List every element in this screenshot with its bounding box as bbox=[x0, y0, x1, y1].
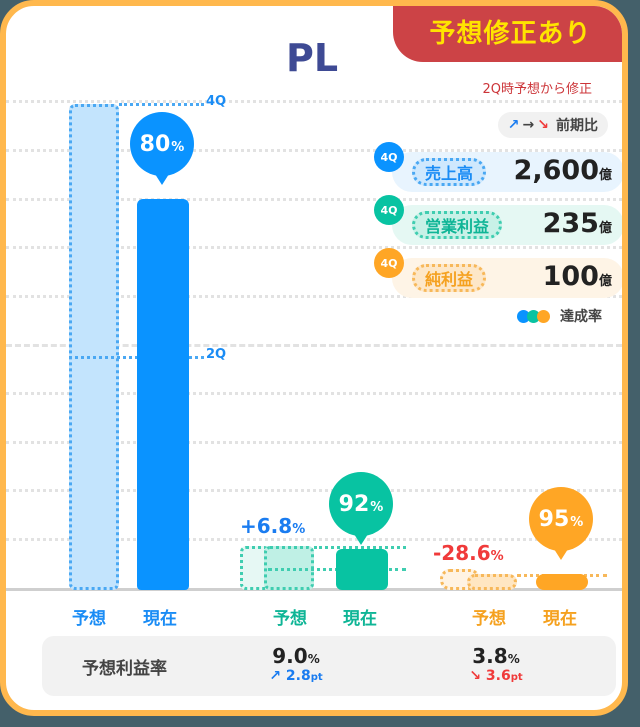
pl-card: 予想修正あり 2Q時予想から修正 PL 4Q 2Q 80% 予想 現在 92% … bbox=[0, 0, 628, 716]
profit-margin-label: 予想利益率 bbox=[82, 659, 167, 679]
arrow-right-icon: → bbox=[522, 117, 535, 133]
op-profit-forecast-label: 予想 bbox=[273, 609, 307, 629]
gridline-midpoint bbox=[6, 344, 622, 347]
op-profit-achievement-bubble: 92% bbox=[329, 472, 393, 545]
page-title: PL bbox=[286, 36, 339, 80]
net-margin-value: 3.8% ↘ 3.6pt bbox=[469, 644, 523, 684]
forecast-revised-badge: 予想修正あり bbox=[393, 6, 622, 62]
arrow-up-icon: ↗ bbox=[507, 117, 520, 133]
net-income-current-bar bbox=[536, 574, 588, 590]
arrow-up-icon: ↗ bbox=[269, 668, 282, 684]
gridline bbox=[6, 100, 622, 103]
kpi-value: 100億 bbox=[542, 261, 612, 292]
gridline bbox=[6, 538, 622, 541]
kpi-label: 営業利益 bbox=[412, 211, 503, 239]
yoy-legend: ↗ → ↘ 前期比 bbox=[497, 112, 608, 138]
kpi-revenue: 4Q 売上高 2,600億 bbox=[374, 142, 622, 192]
q4-chip: 4Q bbox=[374, 248, 404, 278]
op-profit-current-bar bbox=[336, 549, 388, 590]
revenue-current-label: 現在 bbox=[143, 609, 177, 629]
yoy-legend-label: 前期比 bbox=[556, 118, 598, 134]
kpi-value: 2,600億 bbox=[513, 155, 612, 186]
gridline bbox=[6, 198, 622, 201]
q4-chip: 4Q bbox=[374, 195, 404, 225]
q4-marker-line bbox=[119, 103, 204, 106]
op-profit-revision: +6.8% bbox=[240, 514, 306, 538]
kpi-operating-profit: 4Q 営業利益 235億 bbox=[374, 195, 622, 245]
achievement-label: 達成率 bbox=[560, 309, 602, 325]
kpi-net-income: 4Q 純利益 100億 bbox=[374, 248, 622, 298]
revenue-forecast-label: 予想 bbox=[72, 609, 106, 629]
net-income-forecast-label: 予想 bbox=[472, 609, 506, 629]
kpi-label: 売上高 bbox=[412, 158, 487, 186]
q4-marker-label: 4Q bbox=[206, 94, 227, 109]
op-profit-forecast-line bbox=[314, 546, 406, 549]
q2-marker-line bbox=[69, 356, 204, 359]
chart-baseline bbox=[6, 588, 622, 591]
orange-bubble-icon bbox=[537, 309, 550, 323]
net-income-current-label: 現在 bbox=[543, 609, 577, 629]
kpi-label: 純利益 bbox=[412, 264, 487, 292]
op-profit-current-label: 現在 bbox=[343, 609, 377, 629]
green-bubble-icon bbox=[527, 309, 540, 323]
arrow-down-icon: ↘ bbox=[537, 117, 549, 133]
gridline bbox=[6, 489, 622, 492]
kpi-value: 235億 bbox=[542, 208, 612, 239]
net-income-achievement-bubble: 95% bbox=[529, 487, 593, 560]
op-margin-value: 9.0% ↗ 2.8pt bbox=[269, 644, 323, 684]
gridline bbox=[6, 295, 622, 298]
gridline bbox=[6, 392, 622, 395]
gridline bbox=[6, 246, 622, 249]
net-income-revision: -28.6% bbox=[433, 541, 504, 565]
arrow-down-icon: ↘ bbox=[469, 668, 482, 684]
gridline bbox=[6, 149, 622, 152]
q4-chip: 4Q bbox=[374, 142, 404, 172]
revenue-current-bar bbox=[137, 199, 189, 590]
achievement-legend: 達成率 bbox=[517, 306, 602, 326]
blue-bubble-icon bbox=[517, 309, 530, 323]
badge-subtitle: 2Q時予想から修正 bbox=[482, 82, 592, 97]
revenue-forecast-bar bbox=[69, 104, 119, 590]
revenue-achievement-bubble: 80% bbox=[130, 112, 194, 185]
q2-marker-label: 2Q bbox=[206, 347, 227, 362]
net-income-forecast-bar bbox=[467, 574, 517, 590]
gridline bbox=[6, 441, 622, 444]
profit-margin-row: 予想利益率 9.0% ↗ 2.8pt 3.8% ↘ 3.6pt bbox=[42, 636, 616, 696]
